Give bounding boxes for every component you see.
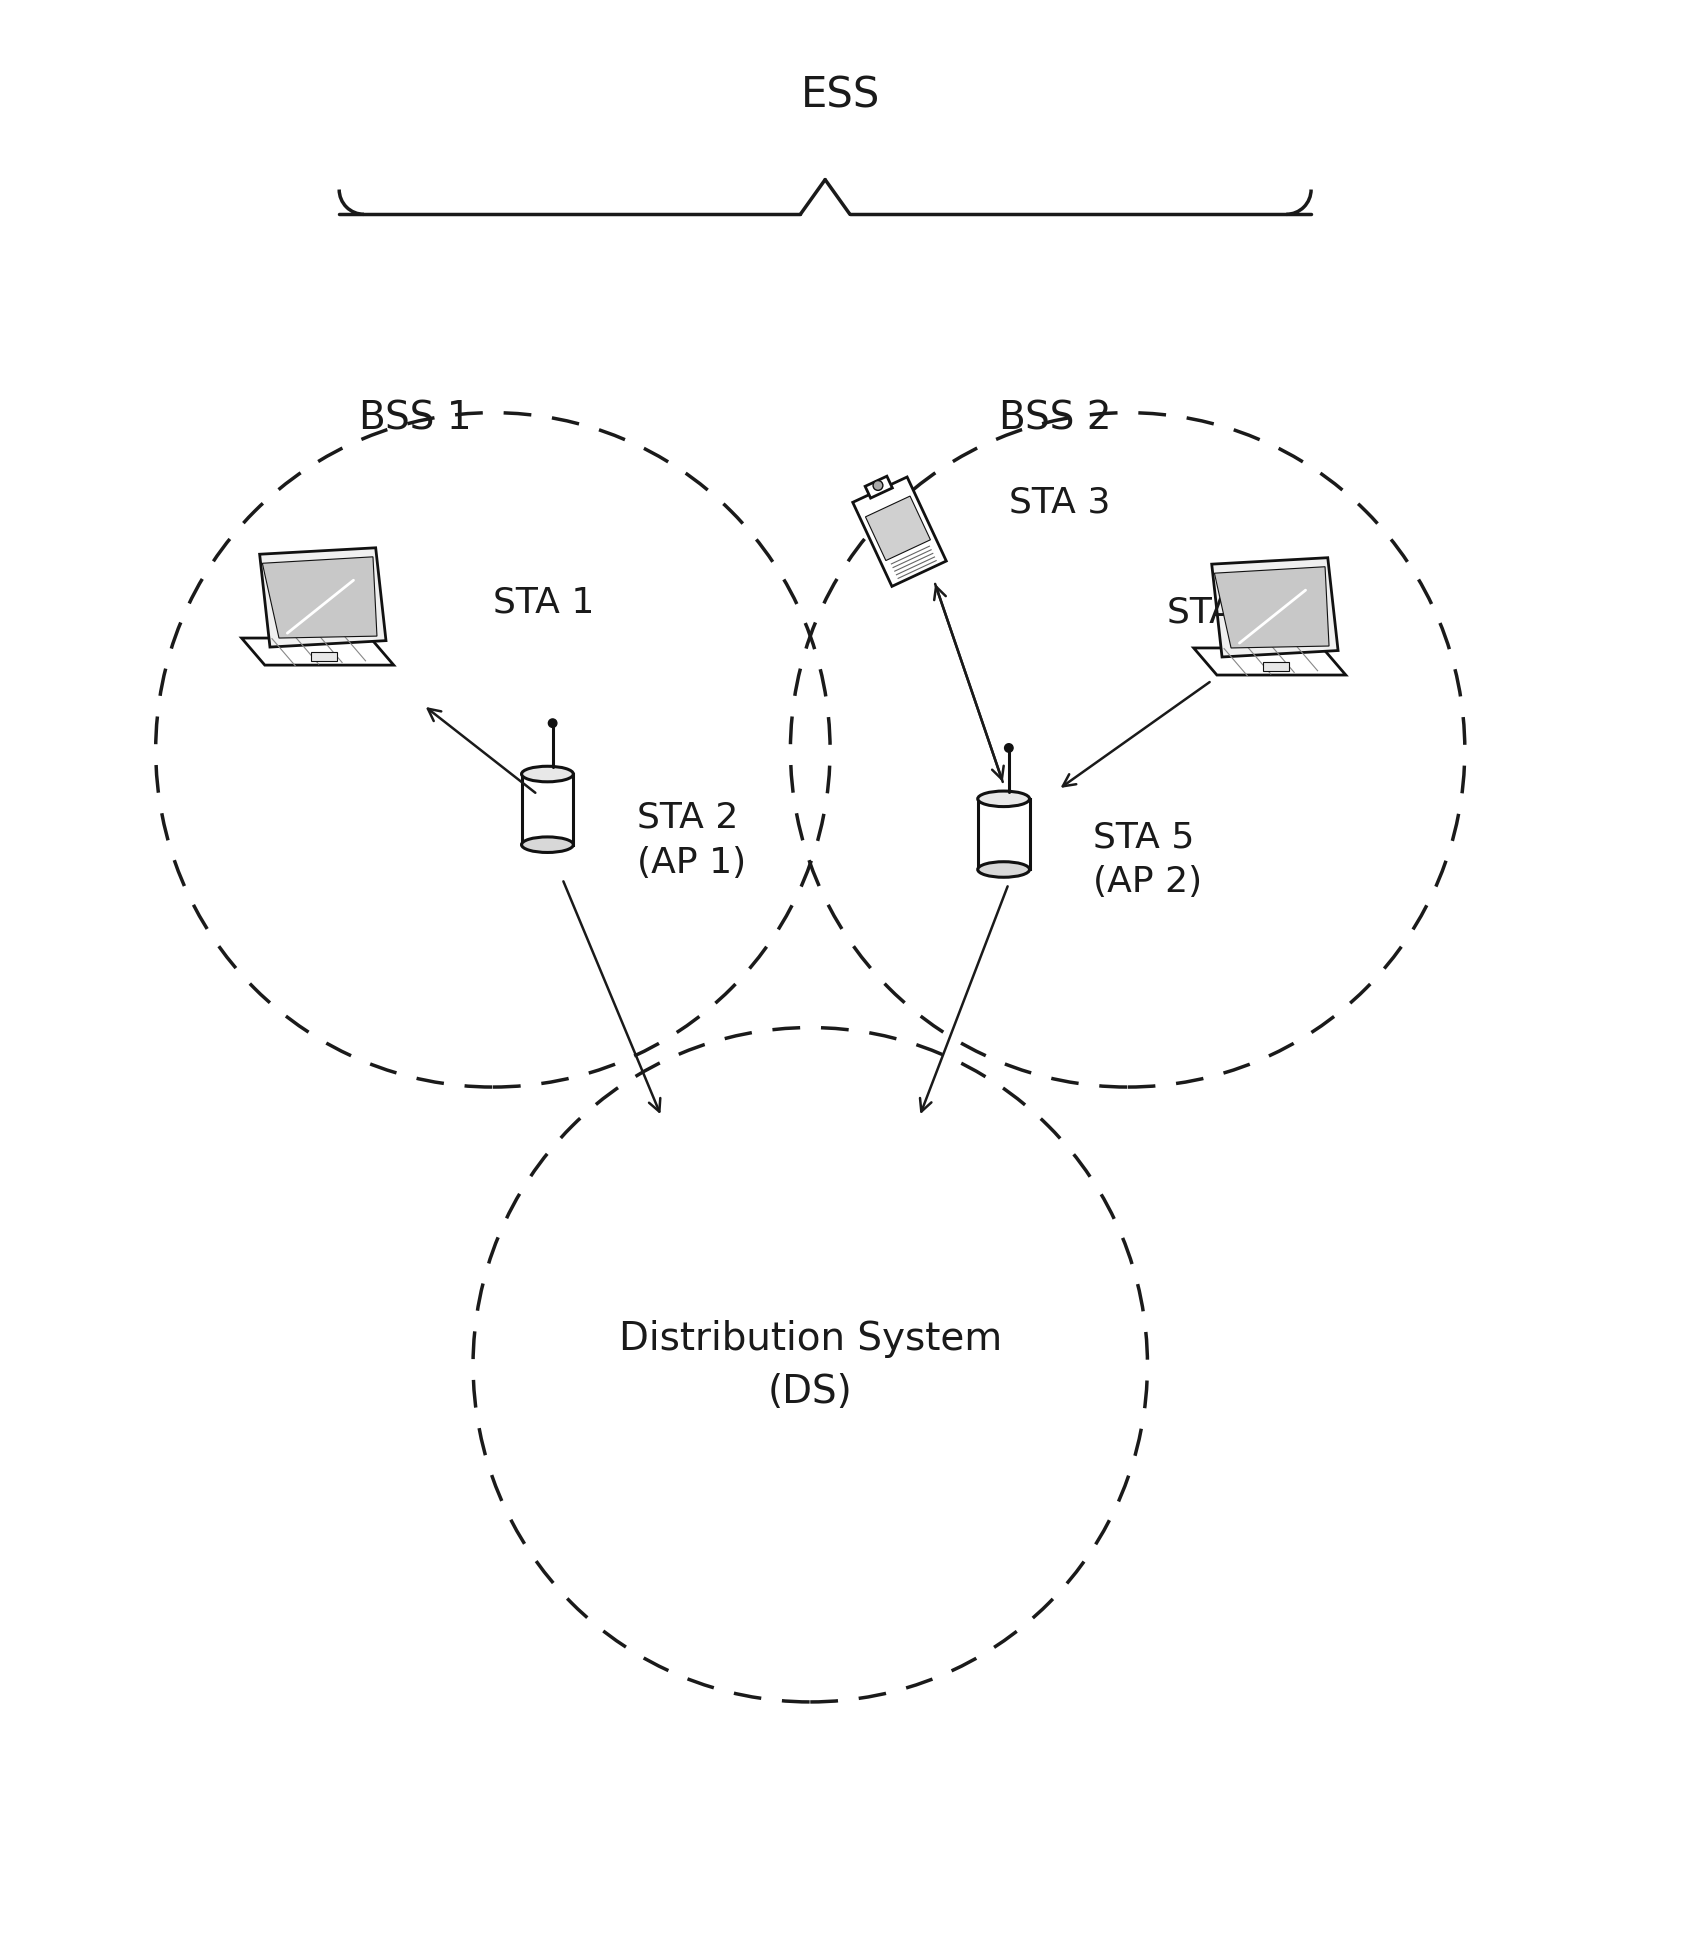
Text: STA 1: STA 1 bbox=[493, 584, 594, 619]
Text: STA 4: STA 4 bbox=[1167, 594, 1268, 629]
Polygon shape bbox=[865, 497, 930, 561]
Polygon shape bbox=[853, 477, 945, 586]
Text: BSS 2: BSS 2 bbox=[997, 399, 1110, 438]
Polygon shape bbox=[259, 549, 385, 649]
Polygon shape bbox=[1214, 567, 1329, 649]
Polygon shape bbox=[262, 557, 377, 639]
Polygon shape bbox=[242, 639, 394, 666]
Bar bbox=[521, 775, 574, 845]
Text: STA 5
(AP 2): STA 5 (AP 2) bbox=[1092, 820, 1201, 898]
Circle shape bbox=[1004, 744, 1013, 752]
Ellipse shape bbox=[977, 791, 1029, 806]
Text: BSS 1: BSS 1 bbox=[358, 399, 471, 438]
Ellipse shape bbox=[977, 863, 1029, 879]
Bar bbox=[1263, 662, 1288, 672]
Polygon shape bbox=[1193, 649, 1346, 676]
Text: STA 3: STA 3 bbox=[1008, 485, 1110, 520]
Circle shape bbox=[873, 481, 883, 491]
Ellipse shape bbox=[521, 768, 574, 783]
Ellipse shape bbox=[521, 838, 574, 853]
Text: Distribution System
(DS): Distribution System (DS) bbox=[619, 1319, 1001, 1410]
Polygon shape bbox=[865, 477, 891, 499]
Bar bbox=[311, 653, 336, 662]
Bar bbox=[977, 799, 1029, 871]
Text: ESS: ESS bbox=[801, 74, 880, 117]
Circle shape bbox=[548, 719, 557, 729]
Text: STA 2
(AP 1): STA 2 (AP 1) bbox=[636, 801, 745, 879]
Polygon shape bbox=[1211, 559, 1337, 658]
